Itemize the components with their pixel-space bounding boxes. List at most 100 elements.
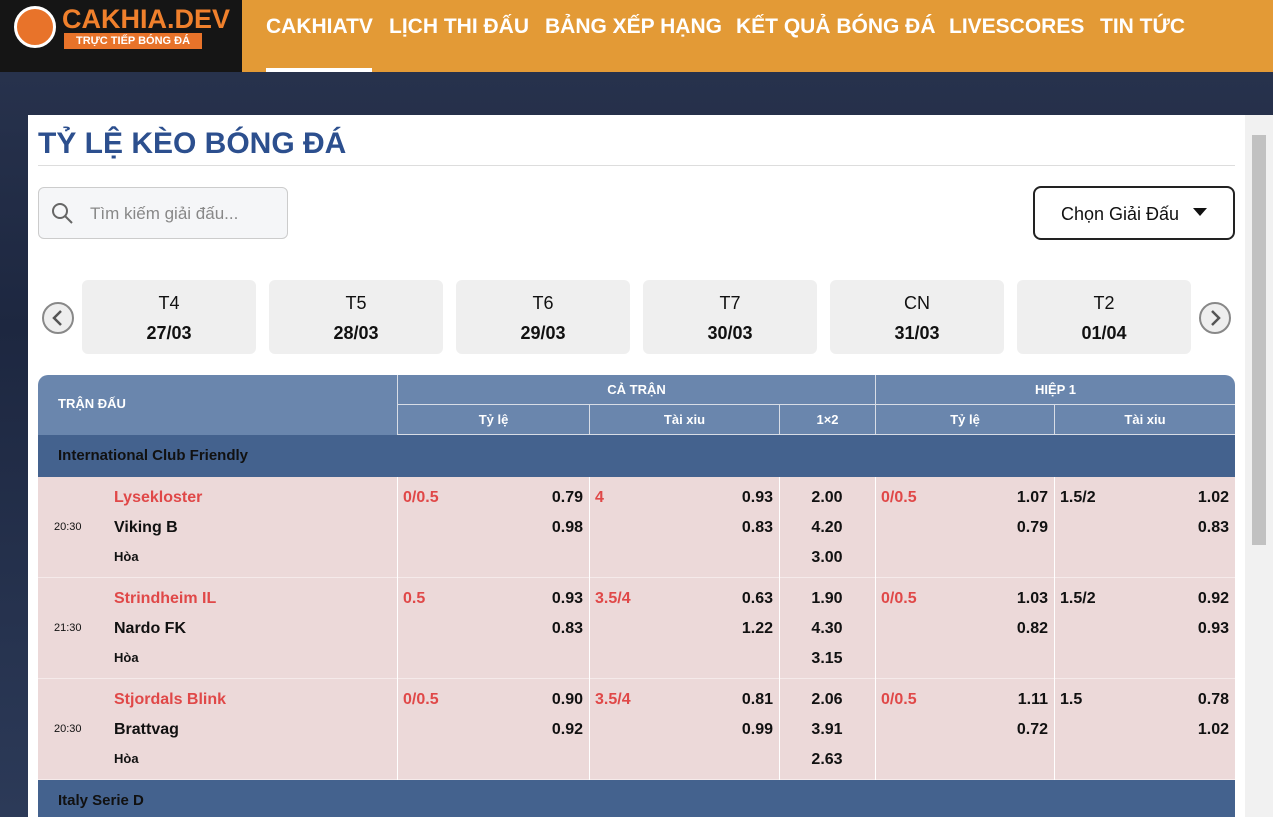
cell-border [397, 477, 398, 578]
match-time: 21:30 [54, 622, 82, 634]
nav-item[interactable]: TIN TỨC [1100, 15, 1186, 38]
nav-item[interactable]: BẢNG XẾP HẠNG [545, 15, 722, 38]
date-tab[interactable]: T6 29/03 [456, 280, 630, 354]
odds-value: 0.72 [1016, 721, 1048, 738]
odds-value: 1.11 [1017, 691, 1048, 708]
odds-line: 0/0.5 [403, 691, 439, 708]
odds-value: 0.83 [551, 620, 583, 637]
date-day: CN [904, 293, 930, 313]
match-row[interactable]: 20:30 Stjordals Blink Brattvag Hòa 0/0.5 0.90… [38, 679, 1235, 780]
odds-value: 0.92 [551, 721, 583, 738]
odds-line: 0/0.5 [403, 489, 439, 506]
odds-line: 1.5/2 [1060, 489, 1096, 506]
cell-border [875, 578, 876, 679]
header-cell: Tỷ lệ [875, 405, 1054, 435]
dropdown-arrow [1193, 208, 1207, 216]
date-date: 31/03 [894, 323, 940, 343]
odds-line: 3.5/4 [595, 590, 631, 607]
date-day: T2 [1093, 293, 1115, 313]
date-date: 01/04 [1081, 323, 1127, 343]
odds-value: 0.93 [741, 489, 773, 506]
match-row[interactable]: 21:30 Strindheim IL Nardo FK Hòa 0.5 0.93 0.83… [38, 578, 1235, 679]
odds-value: 0.93 [1197, 620, 1229, 637]
date-tab[interactable]: T5 28/03 [269, 280, 443, 354]
search-box[interactable]: Tìm kiếm giải đấu... [38, 187, 288, 239]
table-header [38, 375, 1235, 435]
odds-line: 0/0.5 [881, 489, 917, 506]
cell-border [397, 679, 398, 780]
home-team: Lysekloster [114, 489, 203, 506]
odds-value: 0.90 [551, 691, 583, 708]
date-tab[interactable]: T4 27/03 [82, 280, 256, 354]
scrollbar[interactable] [1245, 115, 1273, 817]
league-name: Italy Serie D [58, 792, 144, 809]
league-select[interactable]: Chọn Giải Đấu [1033, 186, 1235, 240]
date-tab[interactable]: T7 30/03 [643, 280, 817, 354]
divider [38, 165, 1235, 166]
date-tab[interactable]: T2 01/04 [1017, 280, 1191, 354]
odds-1x2: 4.30 [811, 620, 843, 637]
nav-item[interactable]: KẾT QUẢ BÓNG ĐÁ [736, 15, 936, 38]
odds-1x2: 3.00 [811, 549, 843, 566]
league-row[interactable]: Italy Serie D [38, 780, 1235, 817]
date-date: 28/03 [333, 323, 379, 343]
odds-value: 1.22 [741, 620, 773, 637]
odds-value: 0.79 [1016, 519, 1048, 536]
nav-active-indicator [266, 68, 372, 72]
header-cell: CẢ TRẬN [397, 375, 875, 405]
odds-line: 0.5 [403, 590, 426, 607]
odds-value: 1.02 [1197, 721, 1229, 738]
odds-value: 0.79 [551, 489, 583, 506]
odds-value: 1.07 [1016, 489, 1048, 506]
header-match: TRẬN ĐẤU [58, 396, 126, 411]
cell-border [1054, 679, 1055, 780]
league-name: International Club Friendly [58, 447, 249, 464]
odds-line: 0/0.5 [881, 691, 917, 708]
home-team: Strindheim IL [114, 590, 217, 607]
nav-item[interactable]: LỊCH THI ĐẤU [389, 15, 529, 38]
odds-line: 0/0.5 [881, 590, 917, 607]
date-day: T6 [532, 293, 554, 313]
cell-border [875, 477, 876, 578]
home-team: Stjordals Blink [114, 691, 227, 708]
draw-label: Hòa [114, 751, 139, 766]
header-cell: Tài xiu [1054, 405, 1235, 435]
odds-value: 0.83 [741, 519, 773, 536]
logo-area[interactable]: CAKHIA.DEV TRỰC TIẾP BÓNG ĐÁ [0, 0, 242, 72]
away-team: Brattvag [114, 721, 179, 738]
odds-value: 0.98 [551, 519, 583, 536]
date-date: 30/03 [707, 323, 753, 343]
cell-border [1054, 578, 1055, 679]
cell-border [779, 477, 780, 578]
odds-value: 0.83 [1197, 519, 1229, 536]
date-day: T5 [345, 293, 367, 313]
odds-value: 0.81 [741, 691, 773, 708]
match-row[interactable]: 20:30 Lysekloster Viking B Hòa 0/0.5 0.79 0.98… [38, 477, 1235, 578]
nav-item[interactable]: CAKHIATV [266, 15, 373, 38]
cell-border [875, 679, 876, 780]
next-arrow[interactable] [1198, 301, 1232, 335]
league-row[interactable]: International Club Friendly [38, 435, 1235, 477]
cell-border [779, 679, 780, 780]
odds-line: 4 [595, 489, 604, 506]
odds-value: 0.93 [551, 590, 583, 607]
prev-arrow[interactable] [41, 301, 75, 335]
scrollbar-thumb[interactable] [1252, 135, 1266, 545]
odds-1x2: 2.00 [811, 489, 843, 506]
date-date: 27/03 [146, 323, 192, 343]
date-tab[interactable]: CN 31/03 [830, 280, 1004, 354]
date-day: T4 [158, 293, 180, 313]
odds-line: 1.5 [1060, 691, 1083, 708]
odds-1x2: 2.63 [811, 751, 843, 768]
cell-border [1054, 477, 1055, 578]
odds-value: 0.82 [1016, 620, 1048, 637]
away-team: Nardo FK [114, 620, 186, 637]
header-cell: Tỷ lệ [397, 405, 589, 435]
away-team: Viking B [114, 519, 178, 536]
logo-text: CAKHIA.DEV [62, 4, 231, 34]
logo-icon [14, 6, 56, 48]
header-cell: 1×2 [779, 405, 875, 435]
nav-item[interactable]: LIVESCORES [949, 15, 1085, 38]
search-icon [52, 203, 73, 224]
